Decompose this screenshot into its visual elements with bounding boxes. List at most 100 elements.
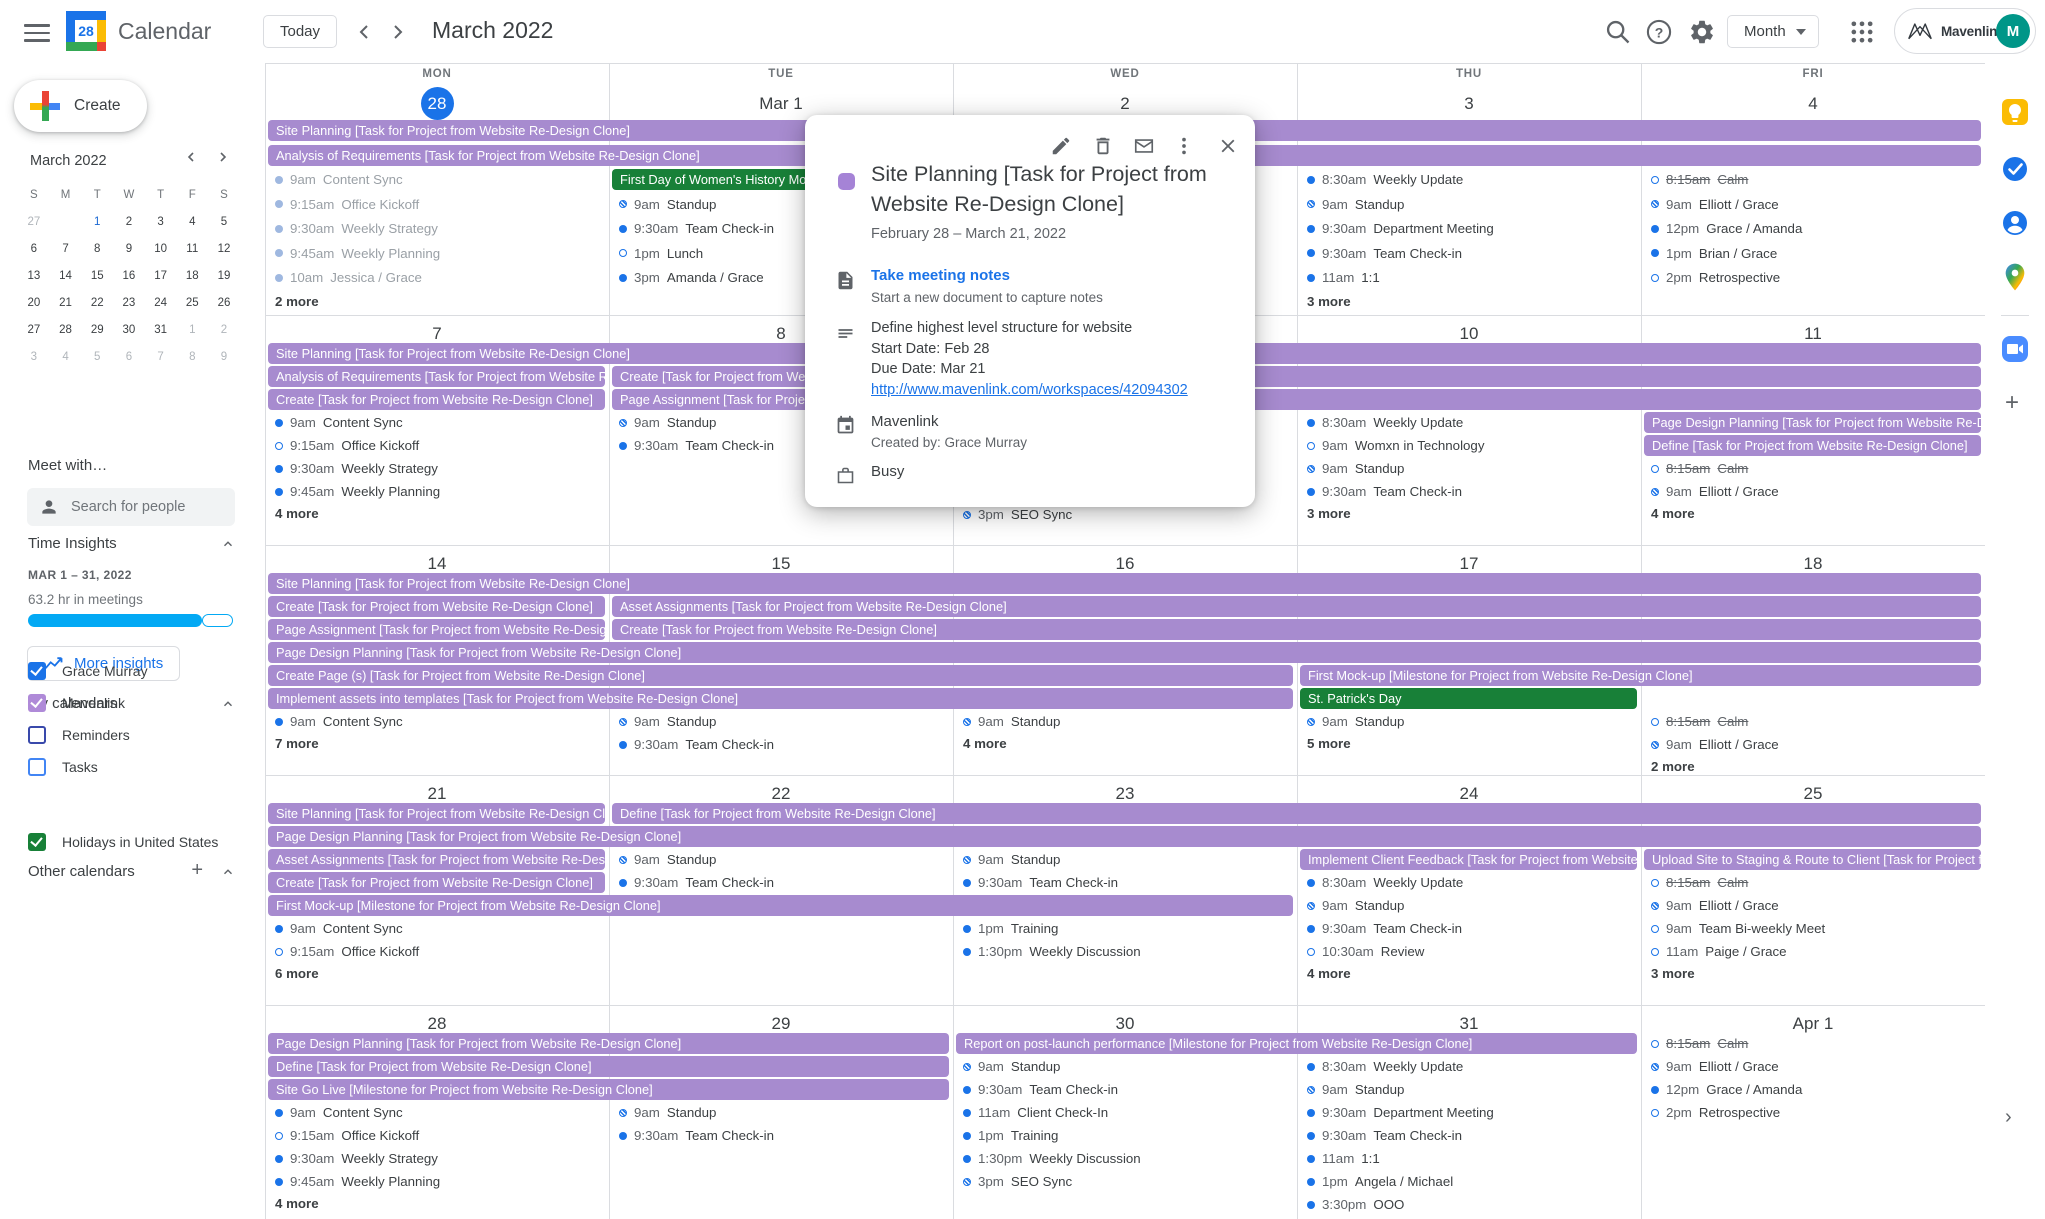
calendar-checkbox[interactable] [28,694,46,712]
today-button[interactable]: Today [263,15,338,48]
mini-date-cell[interactable]: 8 [189,350,196,363]
calendar-checkbox[interactable] [28,833,46,851]
event-chip[interactable]: Page Design Planning [Task for Project f… [268,826,1981,847]
event-item[interactable]: 9am Content Sync [275,412,601,433]
event-item[interactable]: 2pm Retrospective [1651,1102,1977,1123]
mini-next-icon[interactable] [215,149,231,165]
event-item[interactable]: 9am Elliott / Grace [1651,194,1977,215]
get-add-ons-icon[interactable]: + [2005,389,2020,416]
calendar-checkbox[interactable] [28,662,46,680]
event-item[interactable]: 9:30am Team Check-in [1307,481,1633,502]
event-item[interactable]: 3pm SEO Sync [963,504,1289,525]
mini-date-cell[interactable]: 27 [27,215,41,228]
more-insights-button[interactable]: More insights [27,646,181,681]
email-guests-icon[interactable] [1133,135,1155,157]
date-label[interactable]: 24 [1459,784,1479,803]
event-chip[interactable]: Report on post-launch performance [Miles… [956,1033,1637,1054]
event-item[interactable]: 8:30am Weekly Update [1307,872,1633,893]
event-chip[interactable]: Create [Task for Project from Website Re… [612,619,1981,640]
mini-date-cell[interactable]: 31 [154,323,167,336]
event-item[interactable]: 8:15am Calm [1651,169,1977,190]
event-item[interactable]: 9:45am Weekly Planning [275,243,601,264]
collapse-my-calendars-icon[interactable] [221,697,235,711]
view-selector-dropdown[interactable]: Month [1727,15,1819,48]
date-label[interactable]: 7 [432,324,442,343]
mini-date-cell[interactable]: 10 [154,242,167,255]
mini-date-cell[interactable]: 14 [59,269,72,282]
event-chip[interactable]: Implement Client Feedback [Task for Proj… [1300,849,1637,870]
mini-date-cell[interactable]: 9 [125,242,133,255]
event-chip[interactable]: Page Design Planning [Task for Project f… [268,642,1981,663]
event-item[interactable]: 9am Standup [619,711,945,732]
calendar-list-item[interactable]: Tasks [28,758,98,776]
mini-date-cell[interactable]: 7 [62,242,69,255]
more-events-link[interactable]: 4 more [275,506,319,521]
event-item[interactable]: 9am Standup [963,849,1289,870]
event-item[interactable]: 9:30am Department Meeting [1307,1102,1633,1123]
mini-date-cell[interactable]: 8 [94,242,101,255]
mini-date-cell[interactable]: 9 [220,350,228,363]
date-label[interactable]: Mar 1 [759,94,803,113]
mini-date-cell[interactable]: 28 [59,323,72,336]
search-icon[interactable] [1604,18,1632,46]
avatar[interactable]: M [1996,14,2030,48]
mini-date-cell[interactable]: 4 [62,350,69,363]
event-item[interactable]: 11am Client Check-In [963,1102,1289,1123]
delete-event-icon[interactable] [1092,135,1114,157]
event-item[interactable]: 9am Standup [1307,194,1633,215]
mini-date-cell[interactable]: 21 [59,296,72,309]
event-item[interactable]: 9:30am Team Check-in [619,872,945,893]
mini-date-cell[interactable]: 2 [125,215,133,228]
calendar-list-item[interactable]: Mavenlink [28,694,125,712]
date-label[interactable]: 8 [776,324,786,343]
more-events-link[interactable]: 6 more [275,966,319,981]
event-item[interactable]: 9:15am Office Kickoff [275,1125,601,1146]
mini-date-cell[interactable]: 11 [186,242,199,255]
mini-date-cell[interactable]: 16 [122,269,136,282]
event-chip[interactable]: First Mock-up [Milestone for Project fro… [268,895,1293,916]
mini-date-cell[interactable]: 29 [90,323,104,336]
event-item[interactable]: 8:30am Weekly Update [1307,169,1633,190]
close-icon[interactable] [1217,135,1239,157]
event-chip[interactable]: Page Assignment [Task for Project from W… [268,619,605,640]
hide-side-panel-icon[interactable]: › [2005,1106,2012,1128]
event-item[interactable]: 1pm Lunch [619,243,945,264]
date-label[interactable]: 30 [1115,1014,1135,1033]
event-item[interactable]: 9:30am Team Check-in [1307,1125,1633,1146]
prev-month-icon[interactable] [352,20,376,44]
more-events-link[interactable]: 5 more [1307,736,1351,751]
maps-icon[interactable] [1999,261,2031,293]
event-item[interactable]: 11am 1:1 [1307,267,1633,288]
event-item[interactable]: 8:15am Calm [1651,872,1977,893]
event-item[interactable]: 9:30am Team Check-in [619,1125,945,1146]
date-label[interactable]: 15 [771,554,791,573]
event-chip[interactable]: Upload Site to Staging & Route to Client… [1644,849,1981,870]
event-item[interactable]: 9am Elliott / Grace [1651,895,1977,916]
mini-date-cell[interactable]: 6 [125,350,133,363]
mini-date-cell[interactable]: 22 [90,296,104,309]
event-chip[interactable]: Define [Task for Project from Website Re… [268,1056,949,1077]
event-item[interactable]: 9am Standup [619,194,945,215]
add-other-calendar-icon[interactable]: + [191,859,203,881]
date-label[interactable]: 22 [771,784,791,803]
date-label[interactable]: 28 [427,1014,447,1033]
event-chip[interactable]: Create [Task for Project from Website Re… [268,596,605,617]
event-item[interactable]: 9am Standup [619,849,945,870]
mini-date-cell[interactable]: 3 [157,215,164,228]
event-item[interactable]: 12pm Grace / Amanda [1651,218,1977,239]
event-chip[interactable]: Create Page (s) [Task for Project from W… [268,665,1293,686]
event-item[interactable]: 9am Standup [619,412,945,433]
more-events-link[interactable]: 2 more [275,293,319,309]
event-chip[interactable]: Page Design Planning [Task for Project f… [268,1033,949,1054]
mini-date-cell[interactable]: 12 [217,242,231,255]
event-item[interactable]: 10am Jessica / Grace [275,267,601,288]
event-item[interactable]: 9:30am Team Check-in [619,435,945,456]
event-chip[interactable]: Implement assets into templates [Task fo… [268,688,1293,709]
account-pill[interactable]: Mavenlink M [1894,8,2036,54]
date-label[interactable]: 31 [1459,1014,1479,1033]
event-item[interactable]: 3pm Amanda / Grace [619,267,945,288]
mini-date-cell[interactable]: 30 [122,323,136,336]
event-item[interactable]: 1pm Angela / Michael [1307,1171,1633,1192]
event-chip[interactable]: Asset Assignments [Task for Project from… [268,849,605,870]
settings-gear-icon[interactable] [1688,18,1716,46]
